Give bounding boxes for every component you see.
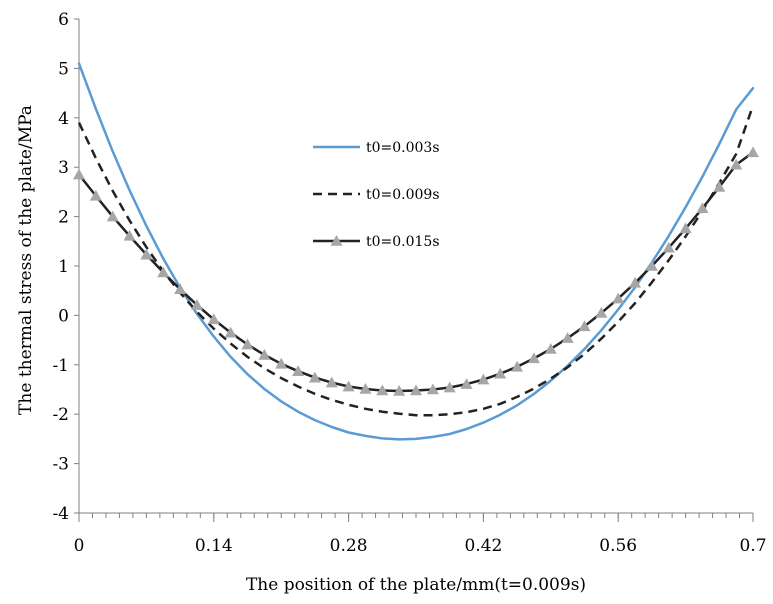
- y-tick-label: 3: [58, 158, 69, 178]
- series-marker-3: [89, 189, 102, 201]
- legend: t0=0.003s t0=0.009s t0=0.015s: [313, 140, 440, 250]
- series-marker-3: [645, 260, 658, 271]
- series-marker-3: [224, 326, 237, 338]
- x-tick-label: 0.28: [330, 536, 368, 556]
- series-marker-3: [511, 360, 524, 372]
- series-marker-3: [629, 276, 642, 288]
- series-marker-3: [679, 222, 692, 234]
- series-marker-3: [410, 384, 422, 396]
- y-tick-label: -1: [52, 356, 69, 376]
- series-marker-3: [157, 266, 170, 278]
- series-marker-3: [696, 202, 709, 214]
- series-marker-3: [241, 338, 254, 350]
- y-tick-label: -3: [52, 455, 69, 475]
- y-tick-label: 1: [58, 257, 69, 277]
- series-marker-3: [106, 210, 119, 222]
- legend-label-2: t0=0.009s: [366, 187, 440, 203]
- series-marker-3: [393, 384, 406, 396]
- y-tick-label: 6: [58, 10, 69, 30]
- series-marker-3: [140, 248, 153, 260]
- series-line-2: [77, 105, 755, 417]
- series-marker-3: [342, 380, 355, 392]
- axes: -4 -3 -2 -1 0 1 2 3 4 5 6 0 0.14 0.28 0.42 0.56 0.7: [52, 10, 766, 556]
- series-layer: [73, 62, 759, 441]
- series-marker-3: [190, 299, 203, 310]
- y-tick-label: 0: [58, 306, 69, 326]
- series-marker-3: [174, 283, 187, 295]
- series-marker-3: [359, 383, 372, 394]
- series-marker-3: [443, 381, 456, 393]
- series-marker-3: [207, 313, 220, 325]
- series-marker-3: [578, 320, 591, 332]
- series-line-1: [77, 62, 755, 441]
- x-tick-label: 0.14: [195, 536, 233, 556]
- series-marker-3: [460, 378, 473, 389]
- series-marker-3: [544, 342, 557, 354]
- x-axis-title: The position of the plate/mm(t=0.009s): [246, 575, 586, 595]
- series-marker-3: [308, 371, 321, 383]
- series-marker-3: [527, 352, 540, 364]
- series-marker-3: [561, 332, 574, 343]
- series-marker-3: [376, 384, 389, 396]
- series-marker-3: [747, 146, 759, 158]
- y-tick-label: -2: [52, 405, 69, 425]
- series-marker-3: [662, 241, 675, 253]
- series-marker-3: [123, 229, 136, 241]
- series-marker-3: [612, 292, 625, 304]
- y-tick-label: 5: [58, 59, 69, 79]
- series-marker-3: [595, 306, 608, 318]
- y-tick-label: 4: [58, 109, 69, 129]
- legend-marker-3: [330, 235, 343, 246]
- series-marker-3: [275, 357, 288, 369]
- y-axis-title: The thermal stress of the plate/MPa: [16, 105, 36, 415]
- series-marker-3: [494, 367, 507, 379]
- x-tick-label: 0.42: [464, 536, 502, 556]
- series-marker-3: [730, 158, 743, 170]
- series-marker-3: [292, 365, 305, 377]
- series-marker-3: [325, 376, 338, 388]
- y-tick-label: 2: [58, 208, 69, 228]
- series-marker-3: [426, 383, 439, 395]
- legend-label-1: t0=0.003s: [366, 140, 440, 156]
- series-marker-3: [713, 180, 726, 192]
- x-tick-label: 0: [74, 536, 85, 556]
- x-tick-label: 0.7: [739, 536, 766, 556]
- legend-label-3: t0=0.015s: [366, 234, 440, 250]
- series-marker-3: [477, 373, 490, 385]
- x-tick-label: 0.56: [599, 536, 637, 556]
- series-marker-3: [258, 348, 271, 360]
- y-tick-label: -4: [52, 504, 69, 524]
- series-marker-3: [73, 168, 85, 180]
